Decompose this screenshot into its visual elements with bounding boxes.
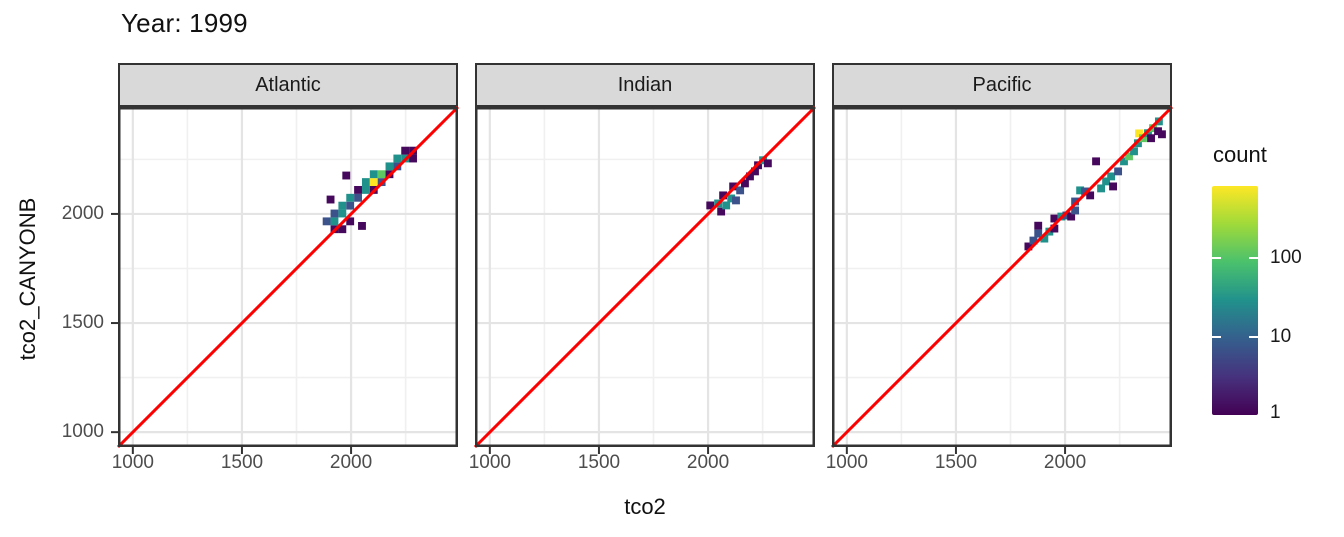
y-tick-label: 1500 — [61, 312, 104, 334]
facet-strip-label: Atlantic — [255, 73, 321, 96]
x-tick-label: 1000 — [468, 452, 511, 473]
legend-tick-label-1: 1 — [1270, 402, 1281, 424]
colorbar-tick — [1249, 335, 1258, 339]
panel-plot-area-indian — [473, 105, 817, 454]
colorbar-tick — [1249, 256, 1258, 260]
count-colorbar — [1212, 186, 1258, 415]
colorbar-tick — [1212, 256, 1221, 260]
y-tick-label: 1000 — [61, 421, 104, 443]
plot-title: Year: 1999 — [121, 8, 248, 38]
facet-strip-label: Pacific — [972, 73, 1032, 96]
x-tick-label: 2000 — [329, 452, 373, 473]
x-axis-title: tco2 — [624, 494, 666, 519]
panel-plot-area-atlantic — [111, 105, 460, 454]
panel-atlantic — [111, 105, 460, 454]
identity-reference-line — [116, 105, 460, 449]
facet-strip-pacific: Pacific — [832, 63, 1172, 107]
legend-tick-label-100: 100 — [1270, 246, 1302, 268]
facet-strip-indian: Indian — [475, 63, 815, 107]
panel-indian — [473, 105, 817, 454]
identity-reference-line — [473, 105, 817, 449]
panel-pacific — [830, 105, 1174, 454]
facet-strip-label: Indian — [617, 73, 673, 96]
y-tick-label: 2000 — [61, 202, 104, 224]
count-legend: count 100 10 1 — [1206, 140, 1344, 440]
x-tick-label: 1000 — [111, 452, 154, 473]
x-tick-label: 2000 — [1043, 452, 1087, 473]
x-tick-label: 1500 — [220, 452, 264, 473]
x-tick-label: 1000 — [825, 452, 868, 473]
panel-plot-area-pacific — [830, 105, 1174, 454]
x-tick-label: 1500 — [934, 452, 978, 473]
x-tick-label: 2000 — [686, 452, 730, 473]
facet-strip-atlantic: Atlantic — [118, 63, 458, 107]
identity-reference-line — [830, 105, 1174, 449]
legend-tick-label-10: 10 — [1270, 325, 1292, 347]
legend-title: count — [1213, 142, 1267, 167]
y-axis-title: tco2_CANYONB — [15, 197, 40, 361]
colorbar-tick — [1212, 335, 1221, 339]
x-tick-label: 1500 — [577, 452, 621, 473]
